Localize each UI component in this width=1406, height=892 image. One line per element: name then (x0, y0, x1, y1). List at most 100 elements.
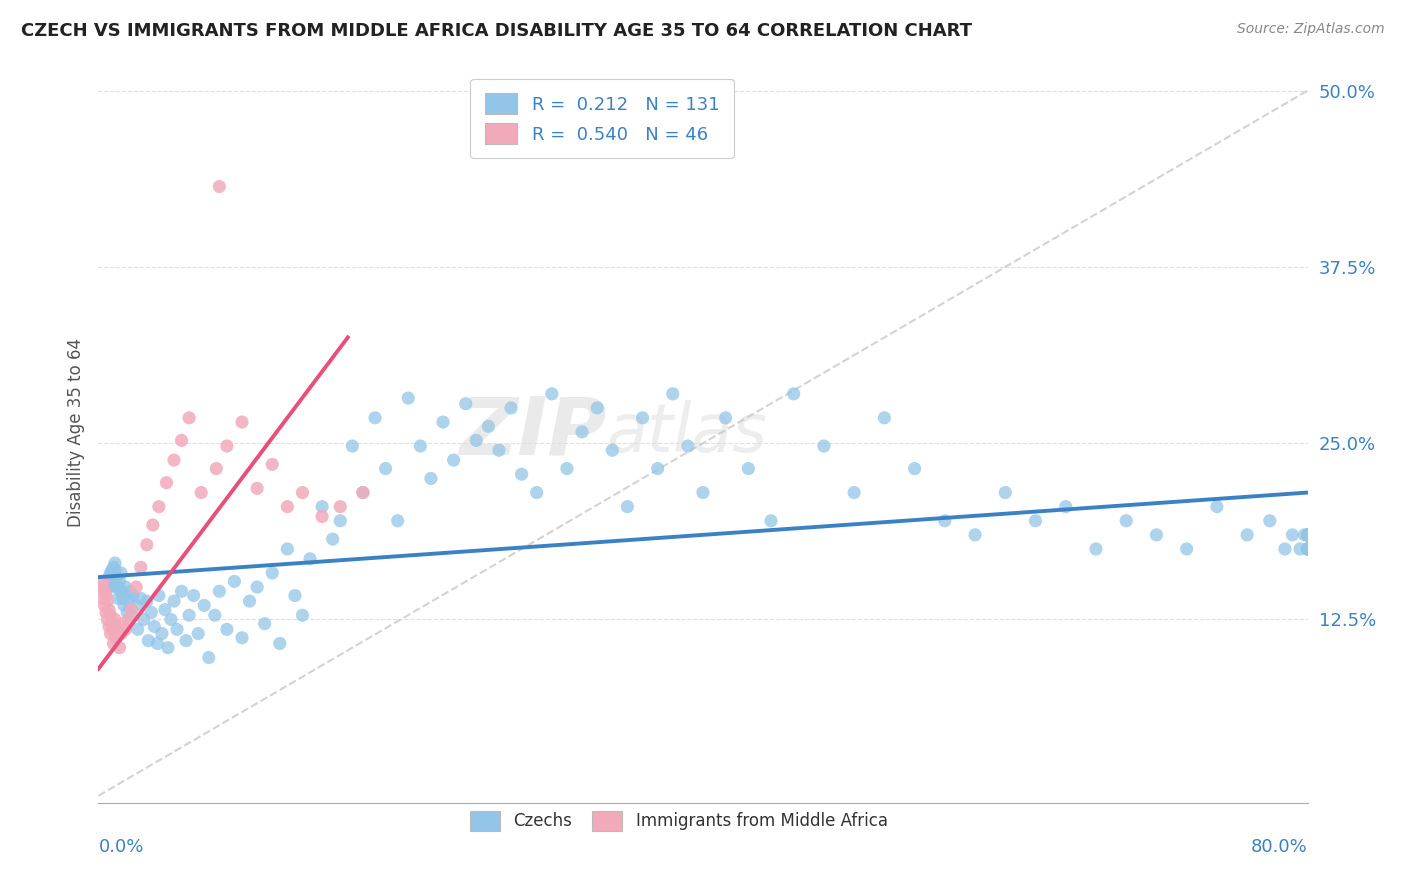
Point (499, 401, 522, 415)
Point (526, 485, 548, 500)
Point (107, 580, 129, 594)
Point (136, 633, 159, 648)
Point (262, 458, 284, 472)
Point (170, 584, 193, 599)
Point (409, 439, 432, 453)
Point (96, 594, 118, 608)
Point (420, 471, 443, 485)
Point (122, 589, 145, 603)
Point (602, 443, 624, 458)
Point (205, 461, 228, 475)
Point (108, 640, 131, 655)
Point (114, 580, 136, 594)
Point (108, 574, 131, 589)
Point (215, 623, 238, 637)
Point (934, 514, 956, 528)
Point (100, 626, 122, 640)
Point (127, 623, 149, 637)
Point (103, 560, 125, 574)
Point (141, 606, 163, 620)
Point (143, 619, 166, 633)
Point (465, 434, 488, 448)
Point (91, 574, 114, 589)
Point (291, 485, 314, 500)
Point (125, 599, 148, 613)
Point (737, 461, 759, 475)
Point (1296, 528, 1319, 542)
Point (101, 570, 124, 584)
Point (91, 591, 114, 606)
Point (208, 179, 231, 194)
Point (231, 631, 253, 645)
Point (105, 570, 128, 584)
Point (93, 599, 115, 613)
Point (110, 566, 132, 580)
Point (246, 481, 269, 495)
Point (101, 616, 124, 631)
Point (231, 415, 253, 429)
Point (132, 612, 155, 626)
Point (104, 563, 127, 577)
Point (540, 387, 562, 401)
Point (183, 589, 205, 603)
Point (103, 623, 125, 637)
Point (98, 570, 121, 584)
Point (1274, 541, 1296, 556)
Point (94, 584, 117, 599)
Point (1206, 500, 1229, 514)
Point (129, 560, 152, 574)
Point (661, 387, 683, 401)
Point (163, 594, 186, 608)
Point (1296, 528, 1319, 542)
Point (1236, 528, 1258, 542)
Point (1115, 514, 1137, 528)
Point (586, 401, 609, 415)
Point (1296, 541, 1319, 556)
Point (1294, 528, 1316, 542)
Point (215, 439, 238, 453)
Point (146, 636, 169, 650)
Point (150, 626, 173, 640)
Point (374, 461, 396, 475)
Point (179, 410, 201, 425)
Point (90, 580, 112, 594)
Point (94, 589, 117, 603)
Point (111, 591, 134, 606)
Point (269, 636, 291, 650)
Point (190, 485, 212, 500)
Point (246, 580, 269, 594)
Point (121, 602, 143, 616)
Point (676, 439, 699, 453)
Point (107, 623, 129, 637)
Point (555, 461, 578, 475)
Point (329, 500, 352, 514)
Point (193, 599, 215, 613)
Point (105, 631, 128, 645)
Point (1296, 528, 1319, 542)
Point (224, 574, 246, 589)
Point (93, 584, 115, 599)
Point (111, 616, 134, 631)
Point (299, 551, 322, 566)
Point (96, 612, 118, 626)
Point (262, 566, 284, 580)
Point (118, 612, 141, 626)
Point (276, 541, 298, 556)
Point (1296, 528, 1319, 542)
Point (477, 419, 499, 434)
Point (163, 453, 186, 467)
Point (98, 580, 121, 594)
Point (98, 602, 121, 616)
Point (129, 591, 152, 606)
Point (166, 623, 188, 637)
Point (284, 589, 307, 603)
Text: 0.0%: 0.0% (98, 838, 143, 855)
Point (647, 461, 669, 475)
Text: CZECH VS IMMIGRANTS FROM MIDDLE AFRICA DISABILITY AGE 35 TO 64 CORRELATION CHART: CZECH VS IMMIGRANTS FROM MIDDLE AFRICA D… (21, 22, 972, 40)
Point (994, 485, 1017, 500)
Point (135, 538, 157, 552)
Point (396, 391, 419, 405)
Point (311, 509, 333, 524)
Point (904, 461, 927, 475)
Point (1296, 528, 1319, 542)
